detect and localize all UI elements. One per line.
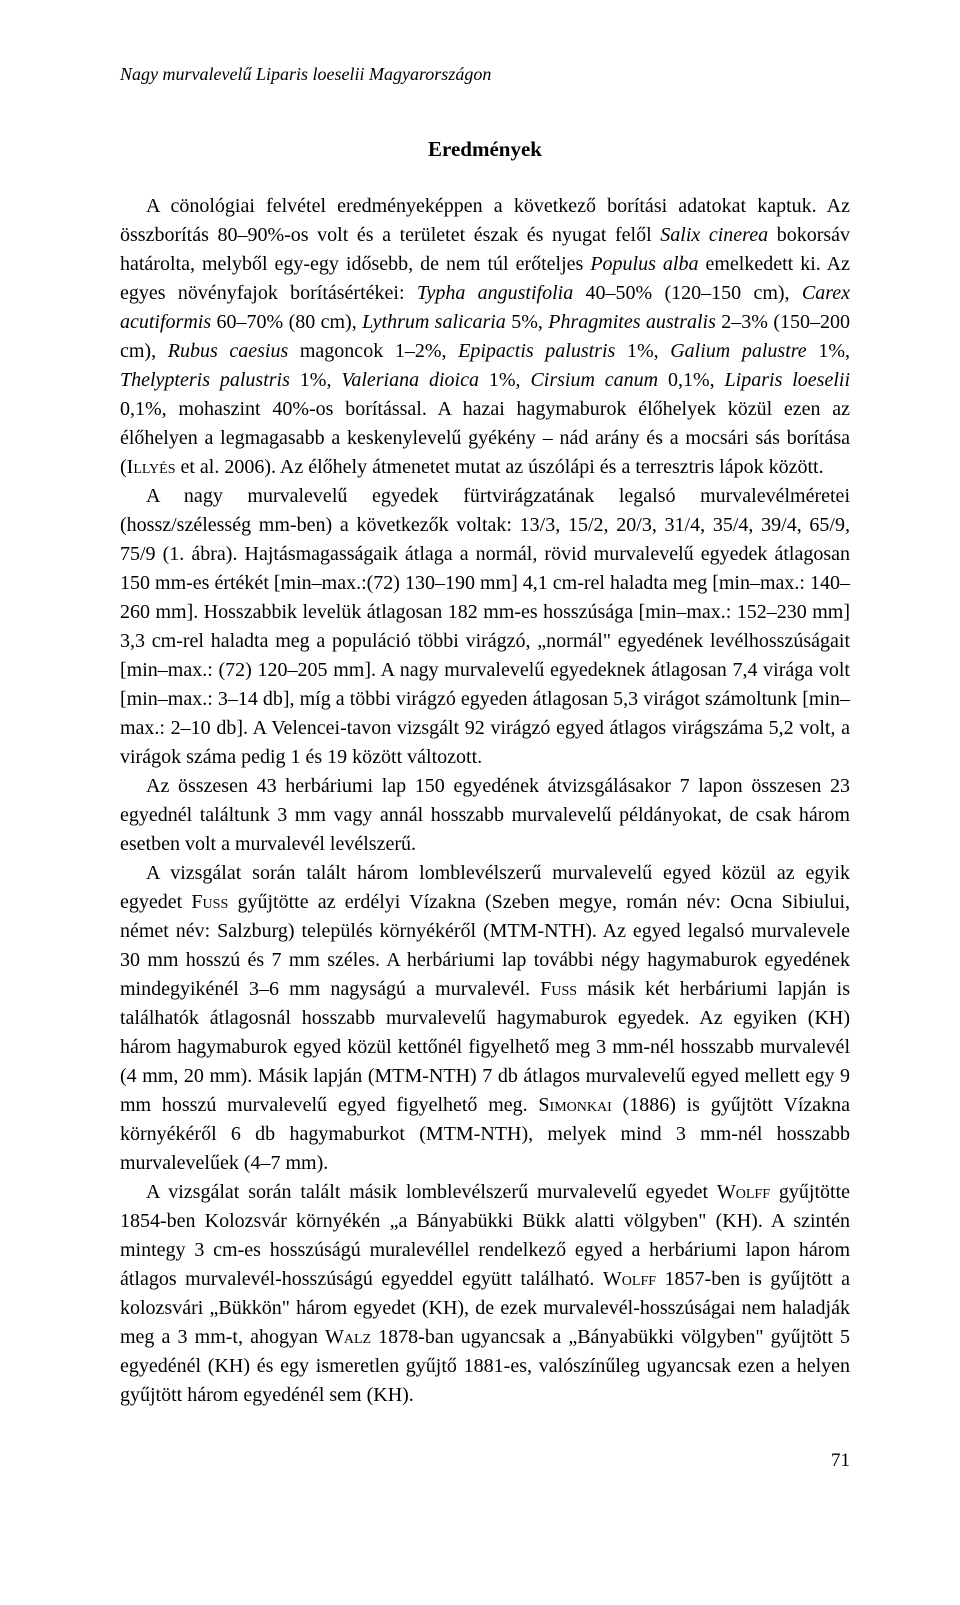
p1-text-h: magoncok 1–2%, <box>288 340 458 362</box>
p1-text-k: 1%, <box>290 369 341 391</box>
taxon-galium-palustre: Galium palustre <box>670 340 806 362</box>
author-simonkai: Simonkai <box>538 1094 611 1116</box>
paragraph-1: A cönológiai felvétel eredményeképpen a … <box>120 192 850 482</box>
taxon-phragmites-australis: Phragmites australis <box>548 311 716 333</box>
taxon-thelypteris-palustris: Thelypteris palustris <box>120 369 290 391</box>
paragraph-3: Az összesen 43 herbáriumi lap 150 egyedé… <box>120 772 850 859</box>
p1-text-j: 1%, <box>807 340 850 362</box>
author-illyes: Illyés <box>127 456 176 478</box>
taxon-cirsium-canum: Cirsium canum <box>530 369 658 391</box>
p1-text-o: et al. 2006). Az élőhely átmenetet mutat… <box>175 456 823 478</box>
p1-text-f: 5%, <box>506 311 548 333</box>
p1-text-m: 0,1%, <box>658 369 724 391</box>
taxon-salix-cinerea: Salix cinerea <box>660 224 768 246</box>
author-fuss-2: Fuss <box>540 978 577 1000</box>
running-header-taxon: Liparis loeselii <box>256 64 365 84</box>
taxon-epipactis-palustris: Epipactis palustris <box>458 340 615 362</box>
p5-text-a: A vizsgálat során talált másik lomblevél… <box>146 1181 717 1203</box>
running-header: Nagy murvalevelű Liparis loeselii Magyar… <box>120 64 850 85</box>
taxon-rubus-caesius: Rubus caesius <box>168 340 289 362</box>
taxon-populus-alba: Populus alba <box>590 253 698 275</box>
taxon-valeriana-dioica: Valeriana dioica <box>341 369 479 391</box>
author-fuss-1: Fuss <box>191 891 228 913</box>
p1-text-d: 40–50% (120–150 cm), <box>573 282 802 304</box>
running-header-prefix: Nagy murvalevelű <box>120 64 256 84</box>
author-wolff-2: Wolff <box>603 1268 656 1290</box>
page-number: 71 <box>120 1450 850 1472</box>
taxon-typha-angustifolia: Typha angustifolia <box>417 282 573 304</box>
taxon-liparis-loeselii: Liparis loeselii <box>725 369 850 391</box>
author-wolff-1: Wolff <box>717 1181 770 1203</box>
page-container: Nagy murvalevelű Liparis loeselii Magyar… <box>0 0 960 1532</box>
section-heading: Eredmények <box>120 137 850 162</box>
running-header-suffix: Magyarországon <box>364 64 491 84</box>
paragraph-4: A vizsgálat során talált három lomblevél… <box>120 859 850 1178</box>
paragraph-5: A vizsgálat során talált másik lomblevél… <box>120 1178 850 1410</box>
author-walz: Walz <box>325 1326 371 1348</box>
p1-text-l: 1%, <box>479 369 530 391</box>
taxon-lythrum-salicaria: Lythrum salicaria <box>362 311 506 333</box>
p1-text-i: 1%, <box>615 340 670 362</box>
p1-text-e: 60–70% (80 cm), <box>211 311 362 333</box>
paragraph-2: A nagy murvalevelű egyedek fürtvirágzatá… <box>120 482 850 772</box>
